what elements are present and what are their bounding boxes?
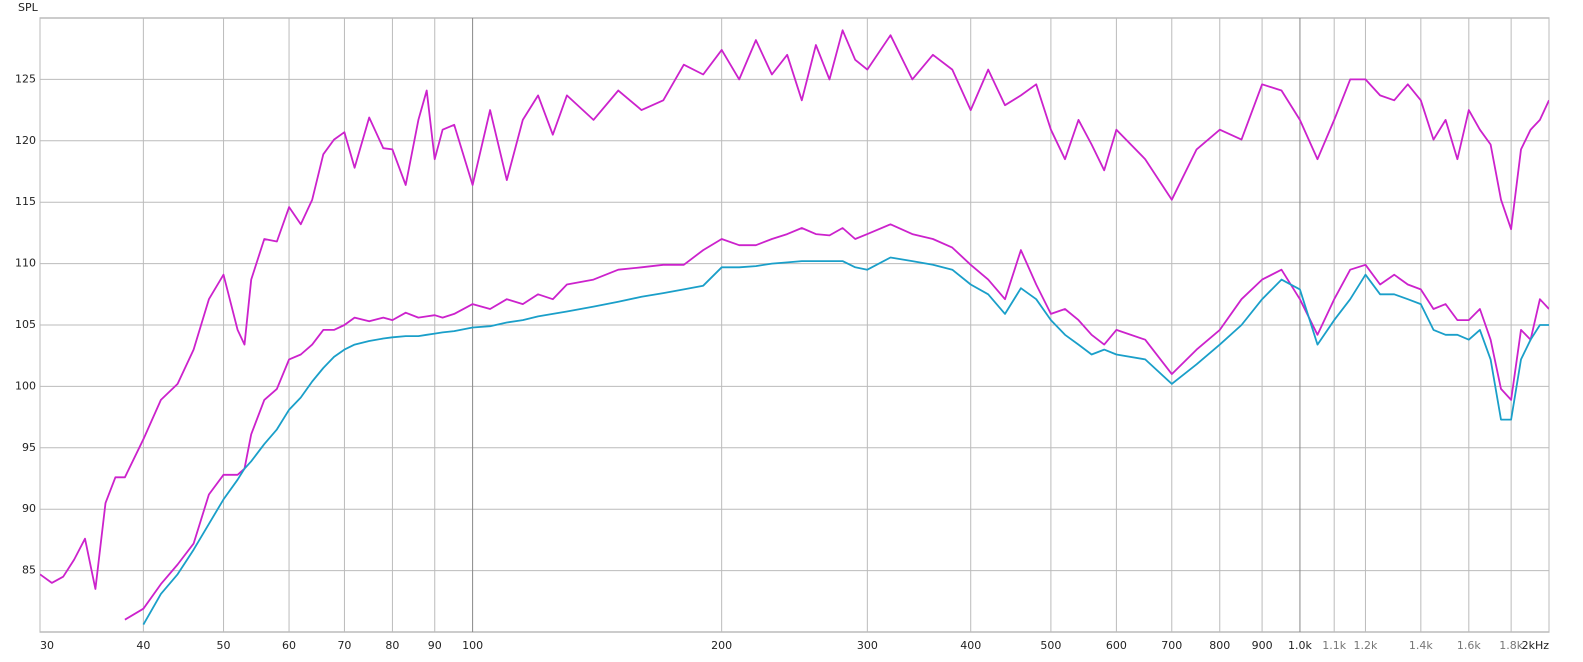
y-tick-label: 105 [15,318,36,331]
x-tick-label: 500 [1040,639,1061,652]
y-tick-label: 125 [15,72,36,85]
x-tick-label: 2kHz [1522,639,1550,652]
x-tick-label: 800 [1209,639,1230,652]
x-tick-label: 50 [217,639,231,652]
x-tick-label: 1.0k [1288,639,1312,652]
y-tick-label: 115 [15,195,36,208]
x-tick-label: 300 [857,639,878,652]
x-tick-label: 1.1k [1322,639,1346,652]
y-tick-label: 95 [22,441,36,454]
x-tick-label: 700 [1161,639,1182,652]
x-tick-label: 100 [462,639,483,652]
series-line [142,256,1549,626]
x-tick-label: 900 [1252,639,1273,652]
x-tick-label: 600 [1106,639,1127,652]
y-tick-label: 85 [22,564,36,577]
x-tick-label: 30 [40,639,54,652]
x-tick-label: 40 [136,639,150,652]
x-tick-label: 60 [282,639,296,652]
series-line [124,223,1549,621]
x-tick-label: 70 [337,639,351,652]
x-tick-label: 1.4k [1409,639,1433,652]
x-tick-label: 1.2k [1354,639,1378,652]
x-tick-label: 200 [711,639,732,652]
y-tick-label: 110 [15,257,36,270]
x-tick-label: 80 [385,639,399,652]
x-tick-label: 90 [428,639,442,652]
y-axis-label: SPL [18,1,39,14]
y-tick-label: 90 [22,502,36,515]
y-tick-label: 100 [15,379,36,392]
series-line [40,29,1549,590]
x-tick-label: 400 [960,639,981,652]
y-tick-label: 120 [15,134,36,147]
x-tick-label: 1.6k [1457,639,1481,652]
x-tick-label: 1.8k [1499,639,1523,652]
